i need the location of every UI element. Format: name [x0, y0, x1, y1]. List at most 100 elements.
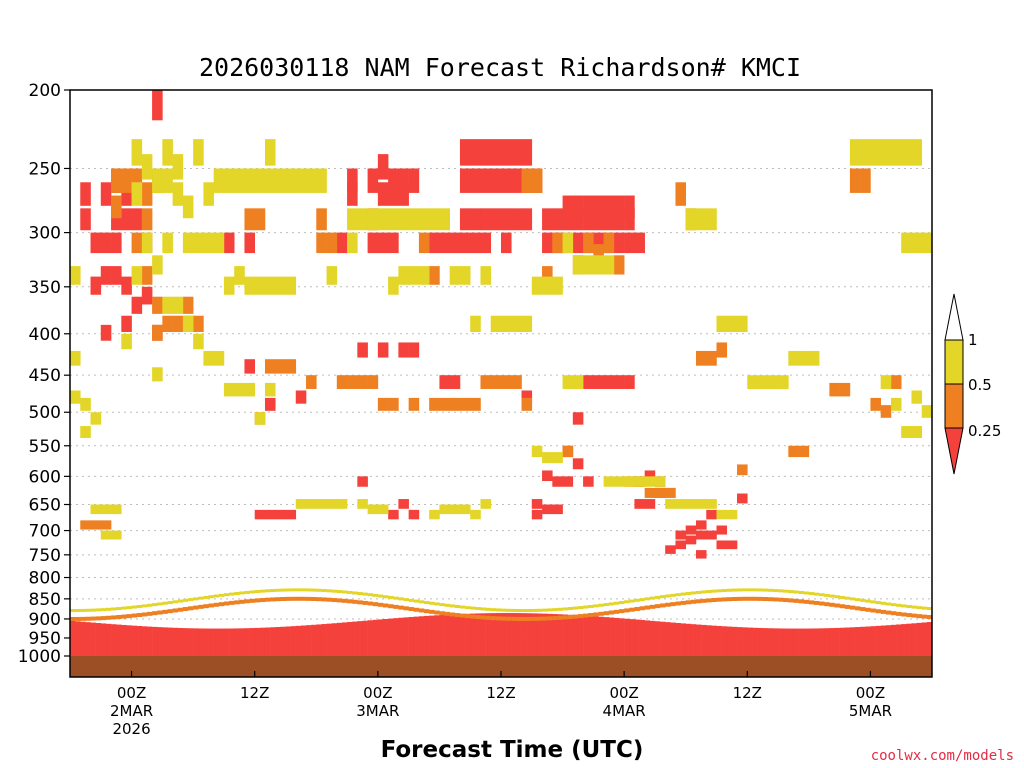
boundary-layer-cell [593, 612, 599, 617]
heatmap-cell [100, 266, 112, 285]
heatmap-cell [501, 375, 512, 389]
boundary-layer-cell [152, 626, 158, 656]
boundary-layer-cell [737, 588, 743, 592]
heatmap-cell [644, 470, 656, 482]
boundary-layer-cell [752, 596, 758, 601]
heatmap-cell [316, 232, 327, 254]
heatmap-cells [70, 90, 933, 656]
x-tick-label: 12Z [240, 684, 269, 702]
heatmap-cell [470, 208, 481, 231]
heatmap-cell [244, 359, 256, 374]
boundary-layer-cell [577, 614, 584, 619]
boundary-layer-cell [834, 595, 840, 599]
boundary-layer-cell [203, 595, 209, 599]
boundary-layer-cell [249, 590, 256, 594]
heatmap-cell [921, 232, 933, 254]
boundary-layer-cell [906, 623, 912, 656]
boundary-layer-cell [613, 609, 620, 614]
heatmap-cell [213, 168, 225, 193]
boundary-layer-cell [767, 597, 774, 602]
heatmap-cell [521, 208, 533, 231]
boundary-layer-cell [654, 621, 661, 656]
heatmap-cell [388, 208, 399, 231]
heatmap-cell [254, 509, 266, 520]
boundary-layer-cell [536, 616, 543, 621]
boundary-layer-cell [331, 623, 338, 656]
boundary-layer-cell [167, 609, 173, 614]
boundary-layer-cell [767, 588, 774, 592]
boundary-layer-cell [362, 620, 368, 656]
boundary-layer-cell [311, 624, 317, 656]
boundary-layer-cell [465, 613, 471, 656]
heatmap-cell [562, 476, 574, 487]
y-tick-label: 250 [29, 159, 61, 179]
heatmap-cell [470, 315, 481, 333]
boundary-layer-cell [95, 616, 102, 621]
boundary-layer-cell [583, 613, 589, 618]
boundary-layer-cell [819, 601, 825, 606]
boundary-layer-cell [449, 614, 456, 656]
boundary-layer-cell [398, 605, 404, 610]
boundary-layer-cell [398, 597, 404, 601]
heatmap-cell [449, 266, 461, 285]
boundary-layer-cell [316, 624, 322, 656]
boundary-layer-cell [603, 617, 610, 656]
heatmap-cell [644, 487, 656, 498]
heatmap-cell [480, 168, 492, 193]
boundary-layer-cell [111, 615, 117, 620]
boundary-layer-cell [706, 625, 712, 656]
heatmap-cell [890, 139, 902, 166]
heatmap-cell [408, 509, 420, 520]
boundary-layer-cell [85, 616, 91, 621]
heatmap-cell [511, 315, 522, 333]
x-tick-label: 00Z [609, 684, 638, 702]
boundary-layer-cell [634, 619, 640, 656]
heatmap-cell [193, 315, 204, 333]
boundary-layer-cell [80, 616, 86, 621]
boundary-layer-cell [824, 593, 830, 597]
heatmap-cell [757, 375, 769, 389]
heatmap-cell [377, 232, 389, 254]
boundary-layer-cell [778, 628, 784, 656]
boundary-layer-cell [439, 611, 445, 616]
boundary-layer-cell [660, 621, 666, 656]
boundary-layer-cell [649, 596, 656, 600]
heatmap-cell [470, 139, 481, 166]
heatmap-cell [141, 266, 153, 285]
boundary-layer-cell [572, 615, 579, 656]
heatmap-cell [480, 139, 492, 166]
boundary-layer-cell [208, 603, 214, 608]
heatmap-cell [408, 168, 420, 193]
boundary-layer-cell [234, 600, 240, 605]
heatmap-cell [306, 375, 317, 389]
boundary-layer-cell [70, 609, 76, 613]
boundary-layer-cell [382, 595, 389, 599]
boundary-layer-cell [752, 588, 758, 592]
boundary-layer-cell [90, 616, 96, 621]
boundary-layer-cell [819, 593, 825, 597]
boundary-layer-cell [434, 602, 440, 606]
heatmap-cell [244, 208, 256, 231]
boundary-layer-cell [454, 614, 461, 656]
boundary-layer-cell [557, 614, 563, 656]
ground-band [70, 656, 932, 677]
boundary-layer-cell [300, 625, 307, 656]
boundary-layer-cell [259, 589, 266, 593]
x-tick-label: 00Z [117, 684, 146, 702]
boundary-layer-cell [244, 628, 250, 656]
heatmap-cell [675, 540, 687, 550]
heatmap-cell [880, 375, 892, 389]
boundary-layer-cell [259, 627, 266, 656]
heatmap-cell [111, 530, 122, 540]
boundary-layer-cell [126, 625, 132, 656]
heatmap-cell [849, 139, 861, 166]
boundary-layer-cell [880, 609, 887, 614]
heatmap-cell [449, 504, 461, 515]
boundary-layer-cell [870, 626, 876, 656]
boundary-layer-cell [100, 608, 107, 612]
heatmap-cell [480, 208, 492, 231]
boundary-layer-cell [198, 604, 204, 609]
heatmap-cell [511, 375, 522, 389]
boundary-layer-cell [593, 604, 599, 608]
boundary-layer-cell [264, 597, 271, 602]
